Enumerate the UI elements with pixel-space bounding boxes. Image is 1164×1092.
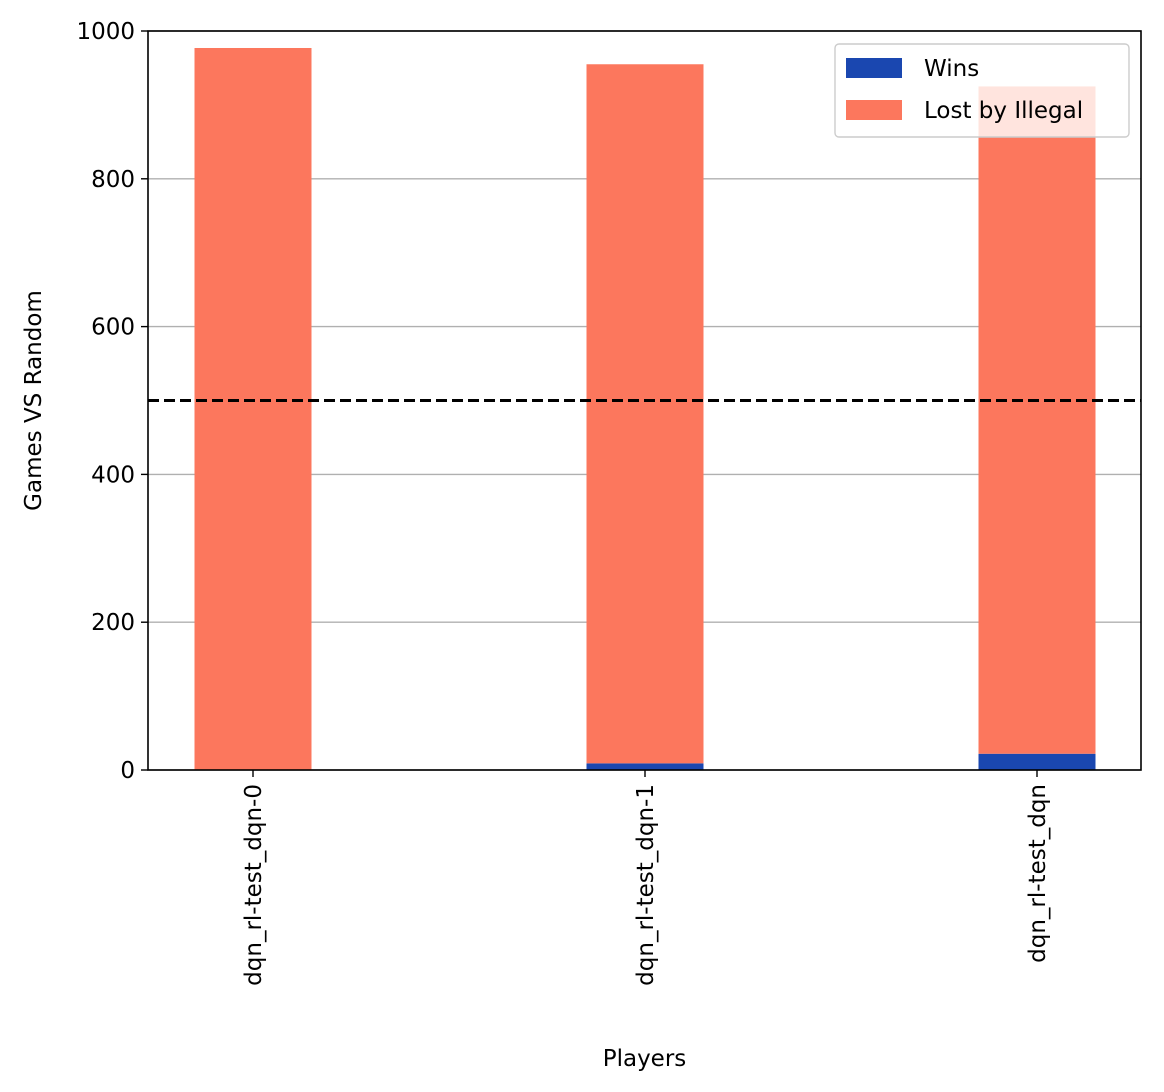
y-tick-label: 200 — [91, 610, 135, 636]
y-tick-label: 800 — [91, 167, 135, 193]
bar-wins — [978, 753, 1096, 770]
legend-box — [834, 43, 1130, 138]
y-tick-label: 600 — [91, 315, 135, 341]
legend-swatch — [846, 58, 902, 78]
legend-swatch — [846, 100, 902, 120]
y-axis-title: Games VS Random — [21, 290, 47, 511]
x-tick-label: dqn_rl-test_dqn-0 — [241, 784, 267, 986]
legend-label: Lost by Illegal — [924, 98, 1083, 124]
x-axis-title: Players — [603, 1046, 687, 1072]
x-tick-label: dqn_rl-test_dqn — [1025, 784, 1051, 963]
bar-wins — [586, 763, 704, 770]
legend: Wins Lost by Illegal — [834, 43, 1130, 138]
y-axis: 0 200 400 600 800 1000 — [76, 19, 148, 784]
bar-lost-by-illegal — [978, 86, 1096, 754]
bar-lost-by-illegal — [194, 47, 312, 770]
x-axis: dqn_rl-test_dqn-0 dqn_rl-test_dqn-1 dqn_rl… — [241, 770, 1051, 986]
bar-lost-by-illegal — [586, 64, 704, 764]
y-tick-label: 1000 — [76, 19, 135, 45]
y-tick-label: 400 — [91, 462, 135, 488]
x-tick-label: dqn_rl-test_dqn-1 — [633, 784, 659, 986]
y-tick-label: 0 — [120, 758, 135, 784]
legend-label: Wins — [924, 56, 979, 82]
bars — [194, 47, 1096, 770]
